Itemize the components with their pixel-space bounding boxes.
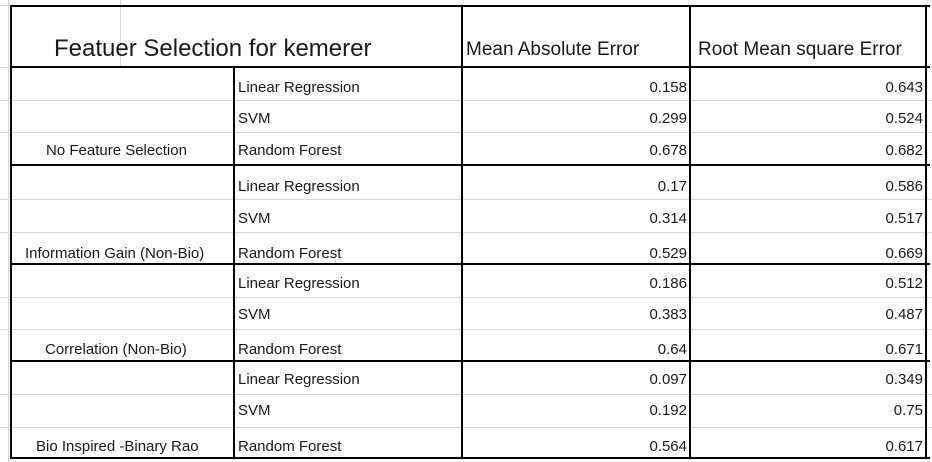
mae-cell: 0.64 bbox=[657, 341, 687, 358]
model-cell: Random Forest bbox=[238, 245, 342, 262]
model-cell: Linear Regression bbox=[238, 178, 360, 195]
rmse-cell: 0.349 bbox=[885, 371, 923, 388]
mae-cell: 0.17 bbox=[657, 178, 687, 195]
mae-cell: 0.186 bbox=[649, 275, 687, 292]
border bbox=[10, 5, 12, 459]
border bbox=[233, 66, 235, 459]
border bbox=[461, 5, 463, 459]
rmse-cell: 0.643 bbox=[885, 79, 923, 96]
rmse-cell: 0.586 bbox=[885, 178, 923, 195]
model-cell: SVM bbox=[238, 402, 271, 419]
gridline bbox=[120, 0, 121, 68]
gridline bbox=[8, 0, 9, 462]
mae-cell: 0.564 bbox=[649, 438, 687, 455]
rmse-cell: 0.682 bbox=[885, 142, 923, 159]
model-cell: SVM bbox=[238, 110, 271, 127]
border bbox=[10, 5, 930, 7]
model-cell: SVM bbox=[238, 210, 271, 227]
mae-cell: 0.192 bbox=[649, 402, 687, 419]
gridline bbox=[0, 297, 932, 298]
model-cell: Random Forest bbox=[238, 438, 342, 455]
model-cell: SVM bbox=[238, 306, 271, 323]
mae-cell: 0.529 bbox=[649, 245, 687, 262]
border bbox=[925, 5, 927, 459]
border bbox=[10, 66, 930, 68]
rmse-cell: 0.75 bbox=[893, 402, 923, 419]
border bbox=[689, 5, 691, 459]
table-title: Featuer Selection for kemerer bbox=[54, 35, 372, 62]
rmse-cell: 0.617 bbox=[885, 438, 923, 455]
model-cell: Random Forest bbox=[238, 341, 342, 358]
border bbox=[10, 164, 930, 166]
gridline bbox=[0, 199, 932, 200]
rmse-cell: 0.487 bbox=[885, 306, 923, 323]
mae-cell: 0.678 bbox=[649, 142, 687, 159]
rmse-cell: 0.512 bbox=[885, 275, 923, 292]
border bbox=[10, 360, 930, 362]
model-cell: Linear Regression bbox=[238, 371, 360, 388]
gridline bbox=[0, 329, 932, 330]
group-label: No Feature Selection bbox=[46, 142, 187, 159]
column-header-mae: Mean Absolute Error bbox=[466, 39, 640, 60]
group-label: Bio Inspired -Binary Rao bbox=[36, 438, 199, 455]
rmse-cell: 0.669 bbox=[885, 245, 923, 262]
group-label: Correlation (Non-Bio) bbox=[45, 341, 187, 358]
gridline bbox=[0, 100, 932, 101]
rmse-cell: 0.671 bbox=[885, 341, 923, 358]
gridline bbox=[0, 132, 932, 133]
column-header-rmse: Root Mean square Error bbox=[698, 39, 902, 60]
model-cell: Linear Regression bbox=[238, 275, 360, 292]
gridline bbox=[0, 232, 932, 233]
group-label: Information Gain (Non-Bio) bbox=[25, 245, 205, 262]
gridline bbox=[0, 427, 932, 428]
border bbox=[10, 457, 930, 459]
mae-cell: 0.383 bbox=[649, 306, 687, 323]
border bbox=[10, 263, 930, 265]
mae-cell: 0.097 bbox=[649, 371, 687, 388]
mae-cell: 0.158 bbox=[649, 79, 687, 96]
model-cell: Linear Regression bbox=[238, 79, 360, 96]
mae-cell: 0.314 bbox=[649, 210, 687, 227]
mae-cell: 0.299 bbox=[649, 110, 687, 127]
model-cell: Random Forest bbox=[238, 142, 342, 159]
gridline bbox=[0, 394, 932, 395]
rmse-cell: 0.524 bbox=[885, 110, 923, 127]
rmse-cell: 0.517 bbox=[885, 210, 923, 227]
